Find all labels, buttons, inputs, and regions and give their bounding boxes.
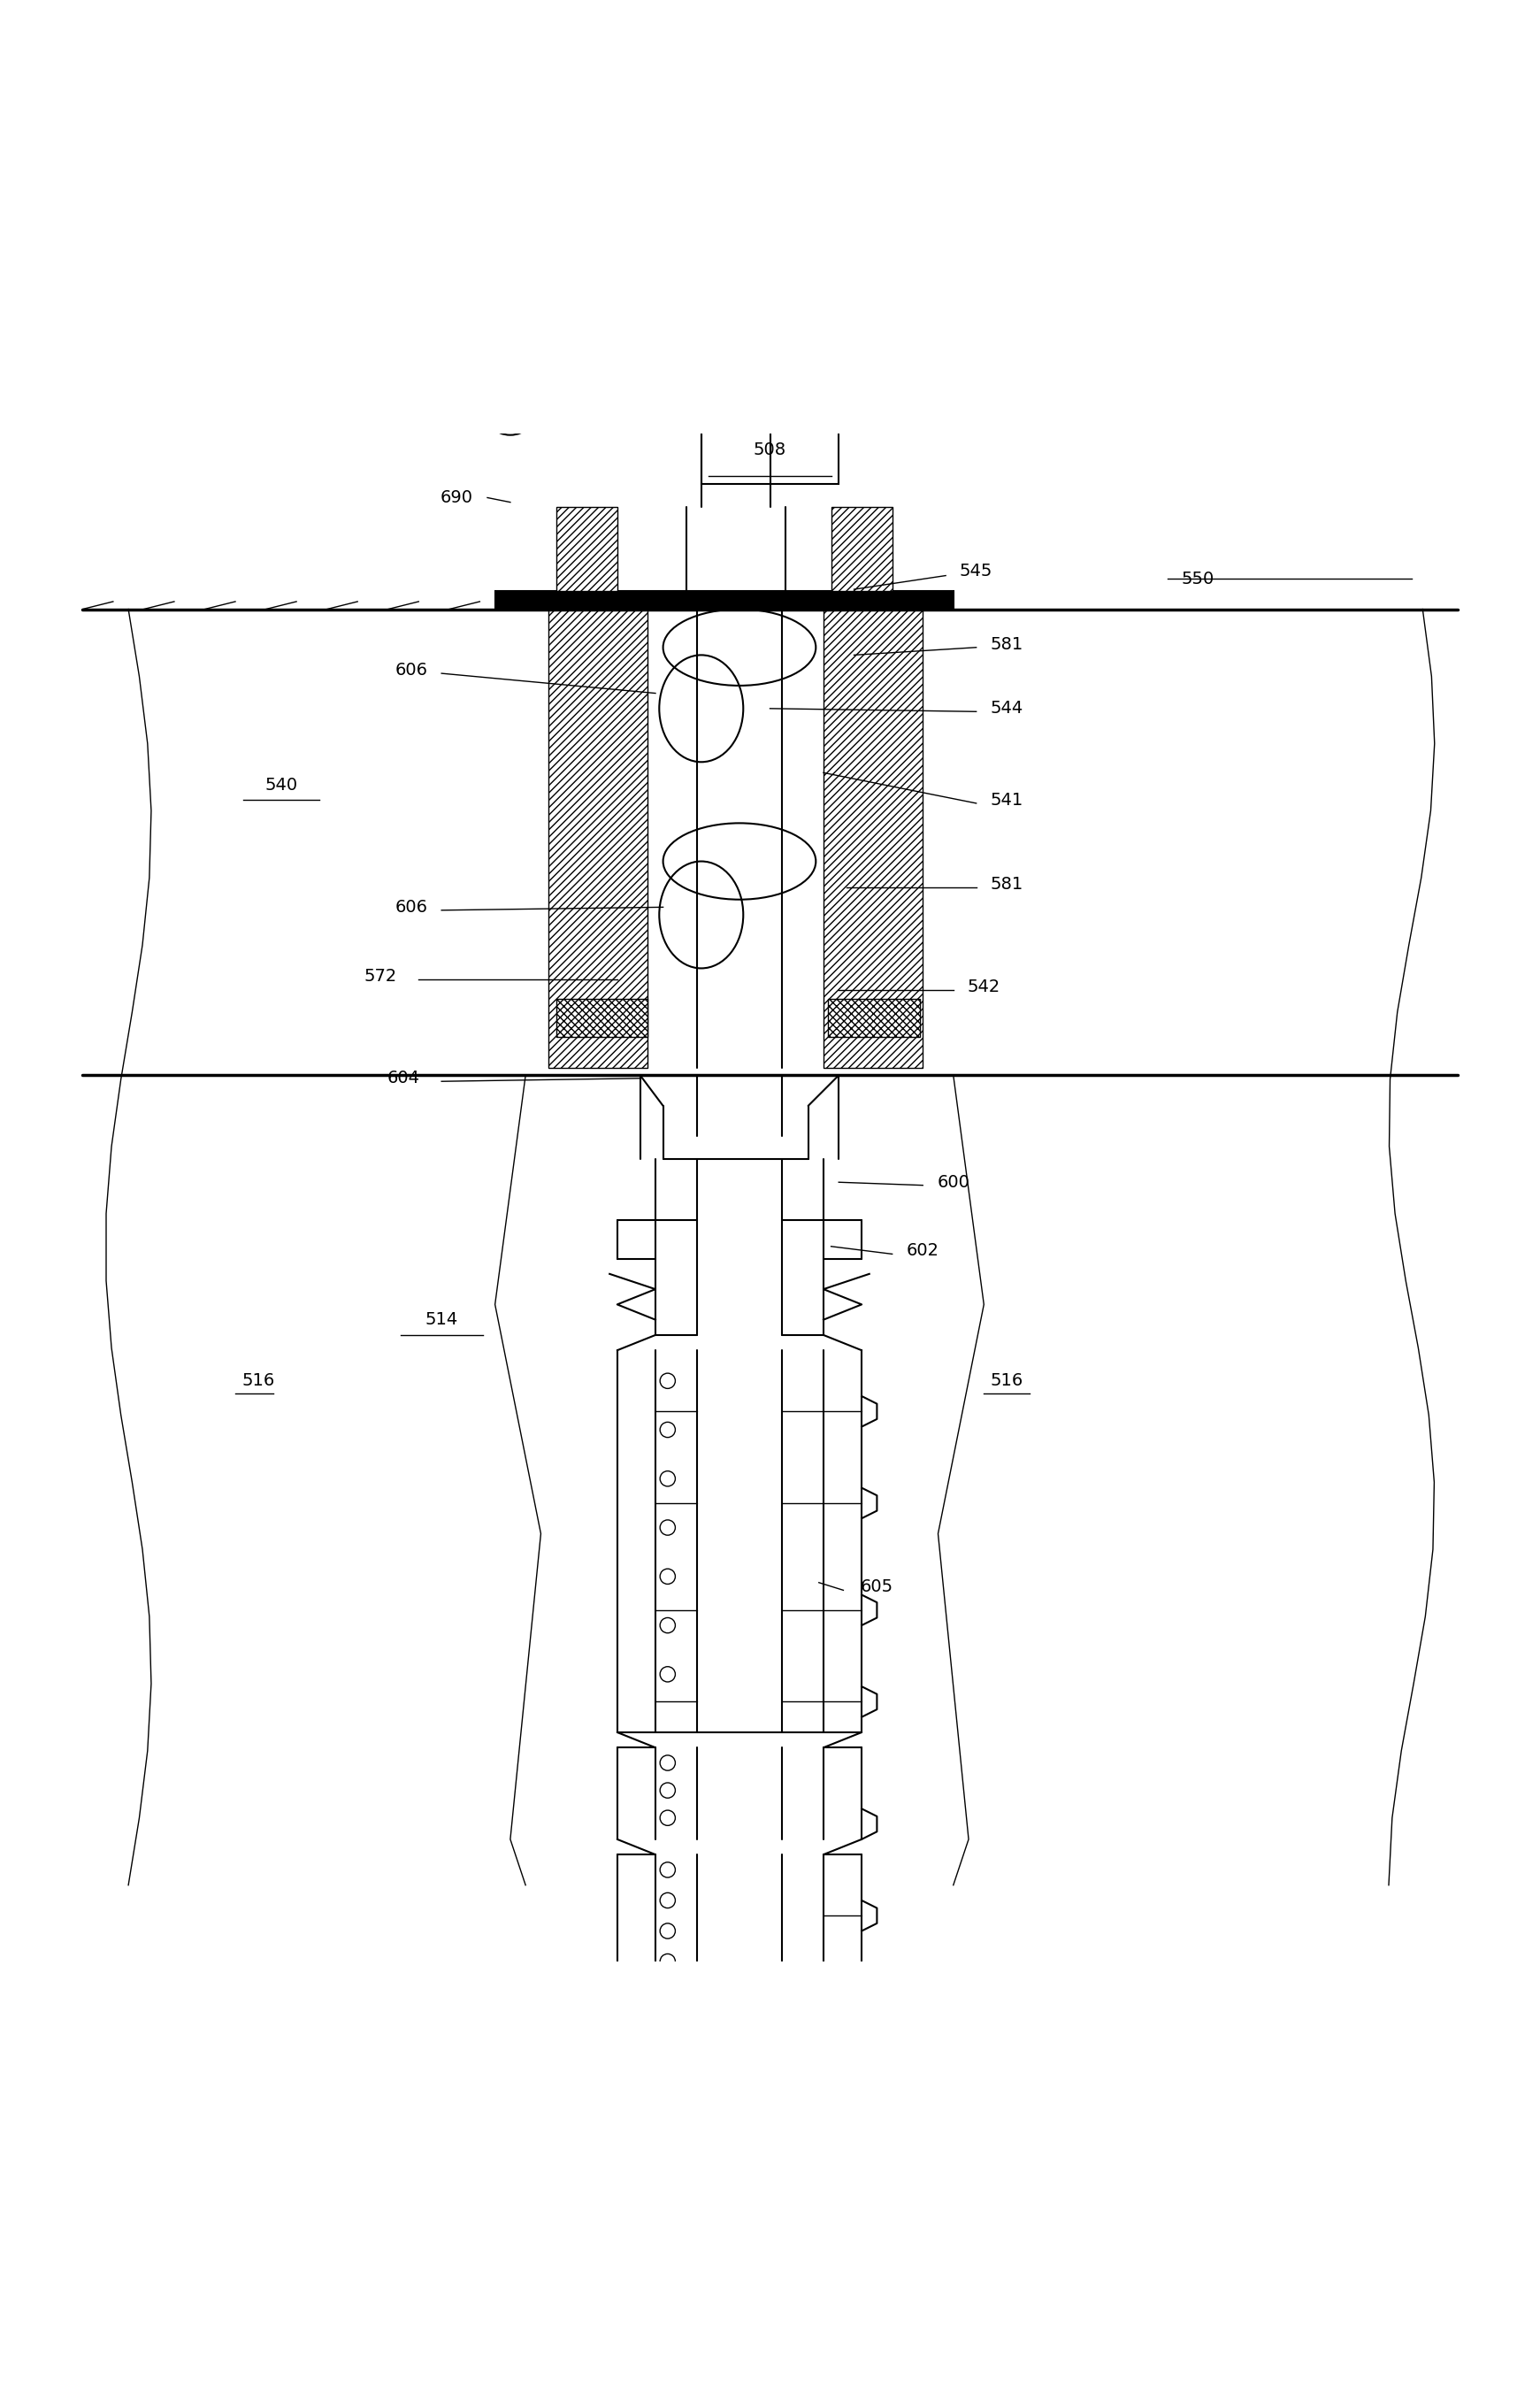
Text: 540: 540 xyxy=(265,776,297,793)
Text: 606: 606 xyxy=(394,898,428,915)
Text: 581: 581 xyxy=(990,637,1023,654)
Bar xyxy=(832,508,892,592)
Text: 600: 600 xyxy=(936,1174,970,1190)
Text: 605: 605 xyxy=(861,1578,893,1595)
Text: 516: 516 xyxy=(242,1372,274,1389)
Bar xyxy=(556,999,648,1037)
Bar xyxy=(494,592,953,608)
Text: 544: 544 xyxy=(990,699,1023,716)
Text: 514: 514 xyxy=(425,1312,457,1329)
Bar xyxy=(701,414,839,484)
Bar xyxy=(829,999,919,1037)
Text: 508: 508 xyxy=(753,443,787,460)
Text: 606: 606 xyxy=(394,661,428,678)
Bar xyxy=(548,608,648,1068)
Text: 542: 542 xyxy=(967,977,1001,994)
Text: 572: 572 xyxy=(363,968,397,984)
Bar xyxy=(824,608,922,1068)
Text: 516: 516 xyxy=(990,1372,1023,1389)
Text: 541: 541 xyxy=(990,793,1023,810)
Text: 581: 581 xyxy=(990,877,1023,893)
Text: 690: 690 xyxy=(440,489,473,505)
Text: 602: 602 xyxy=(907,1243,939,1260)
Text: 604: 604 xyxy=(387,1071,420,1087)
Text: 545: 545 xyxy=(959,563,993,580)
Bar xyxy=(556,508,618,592)
Text: 550: 550 xyxy=(1181,570,1214,587)
